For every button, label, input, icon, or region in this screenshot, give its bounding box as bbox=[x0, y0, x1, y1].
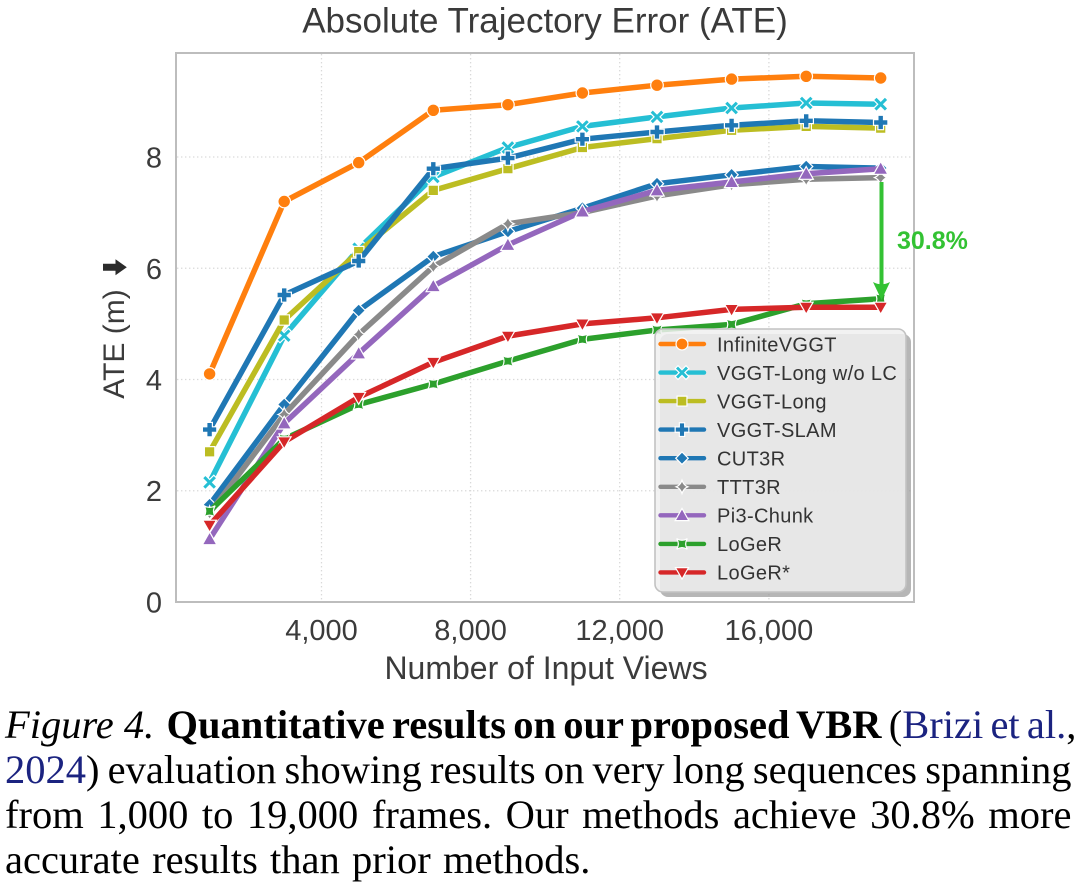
svg-text:CUT3R: CUT3R bbox=[717, 449, 785, 471]
svg-text:8: 8 bbox=[146, 143, 162, 175]
svg-text:8,000: 8,000 bbox=[434, 615, 507, 647]
svg-text:2: 2 bbox=[146, 476, 162, 508]
svg-text:Pi3-Chunk: Pi3-Chunk bbox=[717, 506, 814, 528]
svg-text:VGGT-Long w/o LC: VGGT-Long w/o LC bbox=[717, 363, 897, 385]
svg-text:LoGeR*: LoGeR* bbox=[717, 563, 790, 585]
svg-text:4,000: 4,000 bbox=[285, 615, 358, 647]
svg-text:VGGT-SLAM: VGGT-SLAM bbox=[717, 420, 837, 442]
svg-text:16,000: 16,000 bbox=[725, 615, 814, 647]
svg-text:InfiniteVGGT: InfiniteVGGT bbox=[717, 334, 837, 356]
svg-text:LoGeR: LoGeR bbox=[717, 534, 782, 556]
svg-text:0: 0 bbox=[146, 588, 162, 620]
svg-text:6: 6 bbox=[146, 254, 162, 286]
svg-text:TTT3R: TTT3R bbox=[717, 477, 781, 499]
svg-text:30.8%: 30.8% bbox=[897, 227, 968, 255]
svg-text:12,000: 12,000 bbox=[575, 615, 664, 647]
svg-text:VGGT-Long: VGGT-Long bbox=[717, 391, 827, 413]
svg-text:Number of Input Views: Number of Input Views bbox=[384, 650, 707, 686]
svg-text:ATE (m): ATE (m) bbox=[98, 289, 131, 398]
svg-text:Absolute Trajectory Error (ATE: Absolute Trajectory Error (ATE) bbox=[302, 2, 788, 41]
svg-text:4: 4 bbox=[146, 365, 162, 397]
